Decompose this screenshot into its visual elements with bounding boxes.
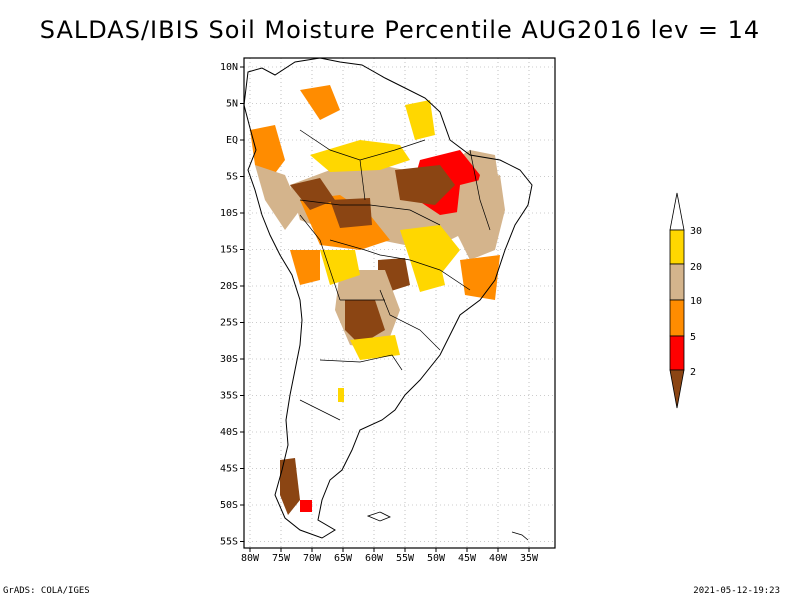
percentile-patch bbox=[300, 85, 340, 120]
lon-label-55w: 55W bbox=[396, 553, 415, 564]
percentile-patch bbox=[455, 175, 505, 260]
lat-label-30s: 30S bbox=[220, 354, 238, 365]
country-borders bbox=[299, 129, 491, 421]
lon-label-60w: 60W bbox=[365, 553, 384, 564]
continent-outline bbox=[243, 57, 533, 539]
lat-label-40s: 40S bbox=[220, 427, 238, 438]
percentile-patch bbox=[255, 165, 300, 230]
lon-label-80w: 80W bbox=[241, 553, 260, 564]
soil-moisture-field bbox=[250, 85, 505, 515]
percentile-patch bbox=[350, 335, 400, 360]
legend-cap-top bbox=[669, 192, 685, 231]
legend-swatch-10-20 bbox=[669, 263, 685, 301]
percentile-patch bbox=[395, 165, 455, 205]
legend-label-30: 30 bbox=[690, 226, 702, 237]
map-title: SALDAS/IBIS Soil Moisture Percentile AUG… bbox=[39, 16, 761, 44]
lat-label-55s: 55S bbox=[220, 537, 238, 548]
lat-label-10s: 10S bbox=[220, 208, 238, 219]
lat-label-5s: 5S bbox=[226, 172, 238, 183]
percentile-patch bbox=[310, 140, 410, 172]
percentile-patch bbox=[338, 388, 344, 402]
lat-label-5n: 5N bbox=[226, 99, 238, 110]
lon-label-40w: 40W bbox=[489, 553, 508, 564]
lat-label-50s: 50S bbox=[220, 500, 238, 511]
longitude-labels: 80W 75W 70W 65W 60W 55W 50W 45W 40W 35W bbox=[241, 548, 539, 564]
colorbar-legend: 30 20 10 5 2 bbox=[669, 192, 702, 409]
legend-label-2: 2 bbox=[690, 367, 696, 378]
percentile-patch bbox=[460, 255, 500, 300]
lat-label-20s: 20S bbox=[220, 281, 238, 292]
lat-label-25s: 25S bbox=[220, 318, 238, 329]
lat-label-45s: 45S bbox=[220, 464, 238, 475]
lon-label-70w: 70W bbox=[303, 553, 322, 564]
lat-label-35s: 35S bbox=[220, 391, 238, 402]
lat-label-eq: EQ bbox=[226, 135, 238, 146]
percentile-patch bbox=[410, 260, 445, 292]
percentile-patch bbox=[290, 250, 320, 285]
lat-label-15s: 15S bbox=[220, 245, 238, 256]
lat-label-10n: 10N bbox=[220, 62, 238, 73]
legend-swatch-20-30 bbox=[669, 229, 685, 265]
percentile-patch bbox=[280, 458, 300, 515]
footer-credit: GrADS: COLA/IGES bbox=[3, 586, 90, 596]
percentile-patch bbox=[330, 198, 372, 228]
legend-label-10: 10 bbox=[690, 296, 702, 307]
percentile-patch bbox=[345, 300, 385, 345]
percentile-patch bbox=[405, 100, 435, 140]
map-frame bbox=[243, 57, 556, 549]
falkland-islands bbox=[366, 511, 391, 522]
lon-label-65w: 65W bbox=[334, 553, 353, 564]
latitude-labels: 10N 5N EQ 5S 10S 15S 20S 25S 30S 35S 40S 45S 50S 55S bbox=[220, 62, 244, 548]
south-georgia bbox=[511, 531, 529, 541]
legend-label-5: 5 bbox=[690, 332, 696, 343]
lon-label-50w: 50W bbox=[427, 553, 446, 564]
lon-label-75w: 75W bbox=[272, 553, 291, 564]
legend-cap-bottom bbox=[669, 369, 685, 409]
legend-label-20: 20 bbox=[690, 262, 702, 273]
percentile-patch bbox=[290, 178, 335, 210]
lon-label-45w: 45W bbox=[458, 553, 477, 564]
lon-label-35w: 35W bbox=[520, 553, 539, 564]
percentile-patch bbox=[320, 250, 360, 285]
footer-timestamp: 2021-05-12-19:23 bbox=[693, 586, 780, 596]
legend-swatch-5-10 bbox=[669, 299, 685, 337]
percentile-patch bbox=[300, 500, 312, 512]
legend-swatch-2-5 bbox=[669, 335, 685, 371]
